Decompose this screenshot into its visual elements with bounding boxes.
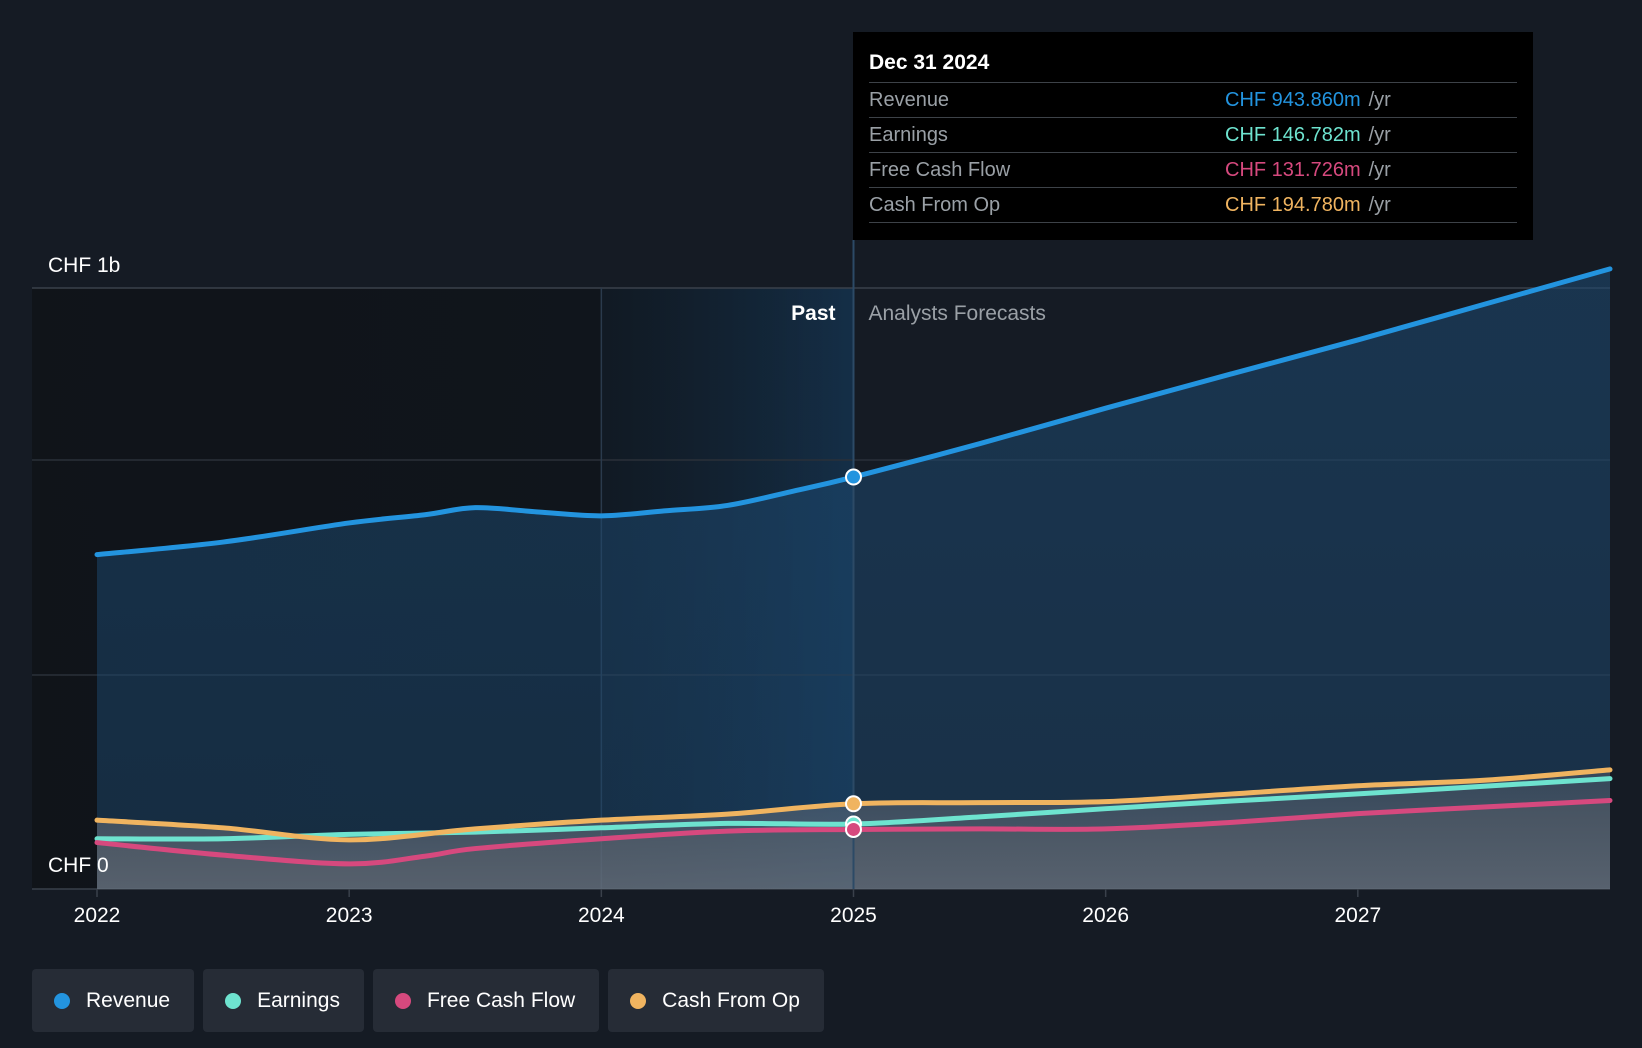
past-label: Past <box>791 302 835 325</box>
legend-item-earnings[interactable]: Earnings <box>203 969 364 1032</box>
tooltip-label: Revenue <box>869 89 950 111</box>
legend-label: Revenue <box>86 988 171 1012</box>
legend-dot-icon <box>54 992 70 1009</box>
legend-dot-icon <box>630 992 647 1009</box>
x-tick-label: 2027 <box>1334 904 1381 927</box>
y-axis-top-label: CHF 1b <box>48 254 120 277</box>
legend-label: Free Cash Flow <box>426 988 576 1012</box>
tooltip-label: Cash From Op <box>869 194 1001 216</box>
x-axis-ticks: 2022 2023 2024 2025 2026 2027 <box>74 889 1381 927</box>
tooltip-value: CHF 943.860m <box>1225 89 1361 111</box>
legend-dot-icon <box>225 992 242 1009</box>
series-markers <box>845 468 862 838</box>
x-tick-label: 2025 <box>830 904 877 927</box>
legend-label: Earnings <box>257 988 340 1012</box>
tooltip-value: CHF 194.780m <box>1225 194 1361 216</box>
line-revenue <box>94 266 1613 558</box>
y-axis-bottom-label: CHF 0 <box>48 854 109 877</box>
legend-label: Cash From Op <box>662 988 800 1012</box>
legend-item-cash-from-op[interactable]: Cash From Op <box>608 969 824 1032</box>
tooltip-value: CHF 131.726m <box>1225 159 1361 181</box>
tooltip-label: Earnings <box>869 124 948 146</box>
marker-revenue <box>845 468 862 486</box>
legend-dot-icon <box>394 992 411 1009</box>
tooltip-row-cash-from-op: Cash From Op CHF 194.780m /yr <box>869 188 1517 223</box>
tooltip: Dec 31 2024 Revenue CHF 943.860m /yr Ear… <box>853 32 1533 240</box>
tooltip-unit: /yr <box>1368 159 1391 181</box>
marker-cash-from-op <box>845 795 862 813</box>
tooltip-label: Free Cash Flow <box>869 159 1011 181</box>
marker-free-cash-flow <box>845 820 862 838</box>
line-free-cash-flow <box>94 797 1613 867</box>
tooltip-unit: /yr <box>1368 124 1391 146</box>
x-tick-label: 2023 <box>326 904 373 927</box>
legend: Revenue Earnings Free Cash Flow Cash Fro… <box>32 969 824 1032</box>
tooltip-row-earnings: Earnings CHF 146.782m /yr <box>869 118 1517 153</box>
x-tick-label: 2026 <box>1082 904 1129 927</box>
tooltip-date: Dec 31 2024 <box>869 46 1517 83</box>
x-tick-label: 2024 <box>578 904 625 927</box>
x-tick-label: 2022 <box>74 904 121 927</box>
forecast-label: Analysts Forecasts <box>869 302 1046 325</box>
tooltip-unit: /yr <box>1368 194 1391 216</box>
tooltip-row-free-cash-flow: Free Cash Flow CHF 131.726m /yr <box>869 153 1517 188</box>
legend-item-free-cash-flow[interactable]: Free Cash Flow <box>372 969 600 1032</box>
tooltip-value: CHF 146.782m <box>1225 124 1361 146</box>
legend-item-revenue[interactable]: Revenue <box>32 969 195 1032</box>
tooltip-row-revenue: Revenue CHF 943.860m /yr <box>869 83 1517 118</box>
tooltip-unit: /yr <box>1368 89 1391 111</box>
